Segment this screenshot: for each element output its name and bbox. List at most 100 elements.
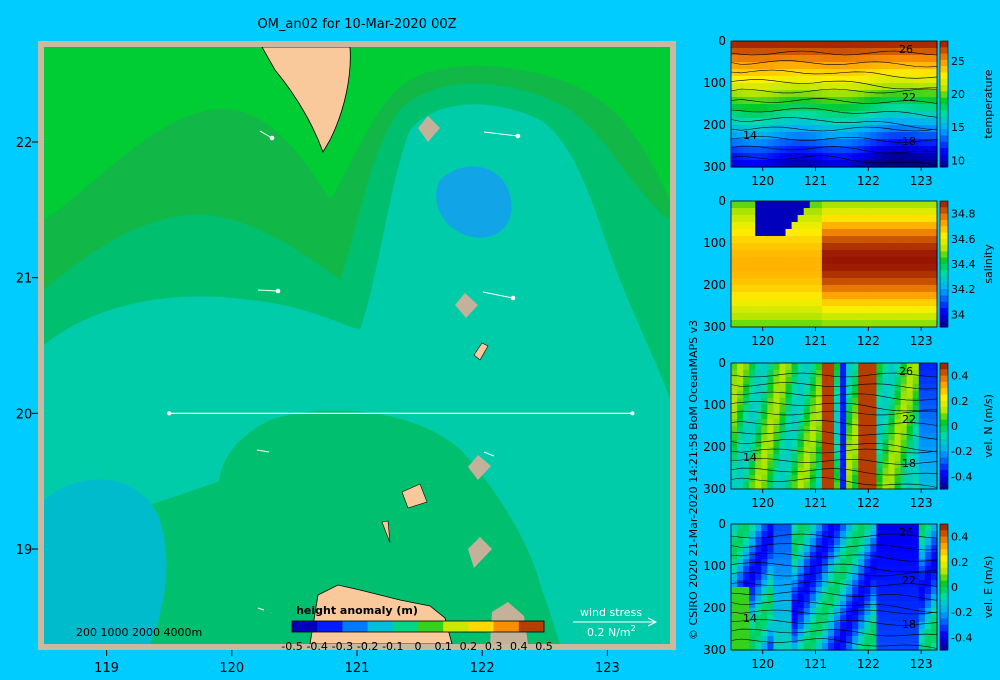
section-cell xyxy=(834,398,841,406)
section-cell xyxy=(864,629,871,637)
section-cell xyxy=(809,271,817,279)
section-cell xyxy=(888,482,896,490)
section-cell xyxy=(912,55,920,63)
section-colorbar-label: vel. E (m/s) xyxy=(982,556,995,619)
land-island-2 xyxy=(455,293,478,318)
section-cell xyxy=(803,104,811,112)
section-cell xyxy=(888,545,896,553)
section-cell xyxy=(779,320,787,328)
section-cell xyxy=(912,132,920,140)
section-cell xyxy=(767,208,775,216)
section-y-tick-label: 0 xyxy=(718,356,726,370)
section-cell xyxy=(852,222,859,230)
section-cell xyxy=(840,90,847,98)
section-cell xyxy=(870,264,878,272)
section-cell xyxy=(858,384,865,392)
section-cell xyxy=(894,419,902,427)
section-cell xyxy=(809,55,817,63)
section-cell xyxy=(900,538,908,546)
section-cell xyxy=(779,111,787,119)
section-cell xyxy=(882,454,890,462)
section-cell xyxy=(785,257,793,265)
section-cell xyxy=(864,97,871,105)
map-y-tick-label: 20 xyxy=(16,407,33,422)
section-cell xyxy=(864,48,871,56)
section-cell xyxy=(834,601,841,609)
section-cell xyxy=(918,97,926,105)
section-cell xyxy=(803,440,811,448)
section-cell xyxy=(815,580,823,588)
section-cell xyxy=(803,601,811,609)
section-cell xyxy=(743,454,750,462)
section-cell xyxy=(876,419,884,427)
section-cell xyxy=(846,608,853,616)
section-cell xyxy=(821,545,829,553)
section-cell xyxy=(840,153,847,161)
section-cell xyxy=(858,285,865,293)
section-cell xyxy=(894,146,902,154)
section-cell xyxy=(876,299,884,307)
section-cell xyxy=(840,426,847,434)
section-cell xyxy=(840,201,847,209)
section-cell xyxy=(767,391,775,399)
section-y-tick-label: 300 xyxy=(703,160,726,174)
section-colorbar-segment xyxy=(940,148,948,155)
section-cell xyxy=(894,615,902,623)
section-cell xyxy=(924,363,932,371)
section-cell xyxy=(912,545,920,553)
section-cell xyxy=(749,257,756,265)
section-cell xyxy=(906,243,914,251)
section-cell xyxy=(840,62,847,70)
section-cell xyxy=(827,461,835,469)
section-cell xyxy=(864,257,871,265)
section-cell xyxy=(797,285,805,293)
section-cell xyxy=(876,229,884,237)
section-cell xyxy=(797,524,805,532)
section-cell xyxy=(797,139,805,147)
section-cell xyxy=(767,229,775,237)
section-cell xyxy=(809,313,817,321)
svg-text:0.2 N/m2: 0.2 N/m2 xyxy=(587,624,636,639)
section-cell xyxy=(858,41,865,49)
section-cell xyxy=(791,208,799,216)
section-cell xyxy=(755,48,762,56)
section-cell xyxy=(809,118,817,126)
section-cell xyxy=(930,566,938,574)
section-cell xyxy=(797,412,805,420)
section-cell xyxy=(797,320,805,328)
section-cell xyxy=(821,482,829,490)
section-cell xyxy=(803,482,811,490)
depth-legend: 200 1000 2000 4000m xyxy=(76,626,202,639)
section-cell xyxy=(894,475,902,483)
section-cell xyxy=(912,398,920,406)
section-cell xyxy=(743,146,750,154)
section-cell xyxy=(870,125,878,133)
section-cell xyxy=(785,524,793,532)
section-cell xyxy=(755,363,762,371)
section-cell xyxy=(852,250,859,258)
section-cell xyxy=(809,461,817,469)
section-cell xyxy=(906,377,914,385)
section-cell xyxy=(761,201,768,209)
section-cell xyxy=(773,271,781,279)
section-cell xyxy=(876,545,884,553)
section-cell xyxy=(827,566,835,574)
section-cell xyxy=(858,271,865,279)
section-cell xyxy=(894,83,902,91)
section-cell xyxy=(737,524,744,532)
section-cell xyxy=(755,111,762,119)
section-cell xyxy=(930,111,938,119)
section-cell xyxy=(743,524,750,532)
section-cell xyxy=(743,229,750,237)
section-cell xyxy=(737,622,744,630)
section-cell xyxy=(821,90,829,98)
wind-vector xyxy=(256,449,270,453)
section-cell xyxy=(930,580,938,588)
section-cell xyxy=(834,622,841,630)
section-cell xyxy=(791,292,799,300)
section-cell xyxy=(894,243,902,251)
section-cell xyxy=(797,559,805,567)
section-colorbar-segment xyxy=(940,276,948,284)
section-cell xyxy=(737,313,744,321)
